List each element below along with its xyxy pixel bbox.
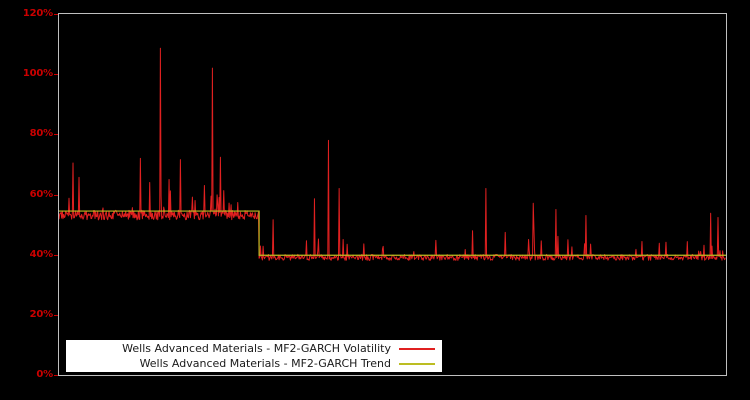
legend-entry-volatility: Wells Advanced Materials - MF2-GARCH Vol… xyxy=(67,341,441,356)
y-axis: 0% 20% 40% 60% 80% 100% 120% xyxy=(0,0,53,400)
chart-legend: Wells Advanced Materials - MF2-GARCH Vol… xyxy=(66,340,442,372)
series-line-volatility xyxy=(59,47,726,261)
legend-swatch-volatility xyxy=(399,347,435,350)
y-tick-mark xyxy=(54,14,58,15)
y-tick-mark xyxy=(54,314,58,316)
y-tick-label: 100% xyxy=(22,68,53,80)
chart-canvas xyxy=(59,47,726,261)
y-tick-label: 40% xyxy=(29,248,54,260)
y-tick-mark xyxy=(54,254,58,256)
y-tick-label: 80% xyxy=(29,128,54,140)
y-tick-mark xyxy=(54,194,58,196)
y-tick-mark xyxy=(54,375,58,376)
legend-swatch-trend xyxy=(399,362,435,365)
y-tick-mark xyxy=(54,134,58,136)
y-tick-label: 0% xyxy=(36,369,53,380)
y-tick-label: 20% xyxy=(29,308,54,320)
plot-area xyxy=(58,13,727,376)
y-tick-mark xyxy=(54,74,58,76)
legend-entry-trend: Wells Advanced Materials - MF2-GARCH Tre… xyxy=(67,356,441,371)
legend-label-volatility: Wells Advanced Materials - MF2-GARCH Vol… xyxy=(122,342,391,355)
y-tick-label: 120% xyxy=(22,8,53,19)
y-tick-label: 60% xyxy=(29,188,54,200)
series-line-trend xyxy=(59,210,726,256)
legend-label-trend: Wells Advanced Materials - MF2-GARCH Tre… xyxy=(139,357,391,370)
